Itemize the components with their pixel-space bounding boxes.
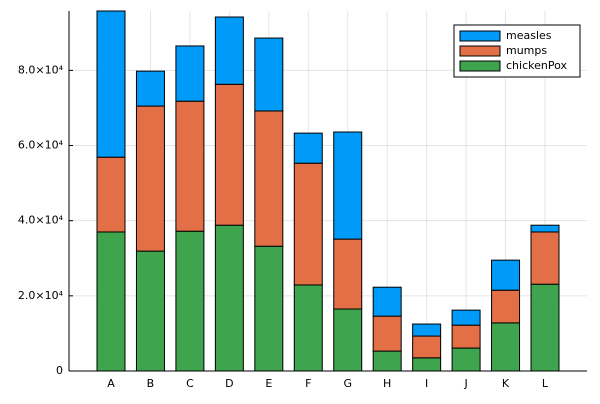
x-tick-label: F — [305, 377, 311, 390]
legend-swatch — [459, 30, 501, 42]
y-tick-label: 0 — [56, 364, 63, 377]
bar-segment — [530, 224, 560, 233]
legend-swatch — [459, 60, 501, 72]
bar-segment — [491, 322, 521, 372]
x-tick-label: L — [542, 377, 549, 390]
bar-segment — [254, 245, 284, 372]
x-tick-label: K — [502, 377, 510, 390]
bar-segment — [333, 238, 363, 310]
y-tick-label: 4.0×10⁴ — [18, 214, 64, 227]
bar-segment — [175, 100, 205, 232]
bar-segment — [96, 156, 126, 233]
bar-segment — [96, 10, 126, 158]
x-tick-label: A — [107, 377, 115, 390]
bar-segment — [135, 70, 165, 107]
bar-segment — [175, 230, 205, 372]
x-tick-label: D — [225, 377, 233, 390]
x-tick-label: B — [147, 377, 155, 390]
x-tick-label: E — [265, 377, 272, 390]
bar-segment — [372, 286, 402, 317]
bar-segment — [96, 231, 126, 372]
x-tick-label: H — [383, 377, 391, 390]
bar-segment — [214, 83, 244, 226]
bar-segment — [491, 289, 521, 324]
bar-segment — [333, 308, 363, 372]
legend-swatch — [459, 45, 501, 57]
y-tick-label: 2.0×10⁴ — [18, 289, 64, 302]
legend-label: chickenPox — [506, 59, 567, 72]
bar-segment — [135, 105, 165, 252]
y-tick-label: 8.0×10⁴ — [18, 63, 64, 76]
x-tick-label: G — [343, 377, 352, 390]
bar-segment — [293, 162, 323, 286]
x-tick-label: I — [425, 377, 428, 390]
x-tick-label: J — [463, 377, 467, 390]
bar-segment — [412, 335, 442, 359]
bar-segment — [175, 45, 205, 102]
bar-segment — [214, 224, 244, 372]
legend-label: measles — [506, 29, 552, 42]
bar-segment — [530, 283, 560, 372]
bar-segment — [333, 131, 363, 240]
bar-segment — [293, 132, 323, 164]
x-tick-label: C — [186, 377, 194, 390]
bar-segment — [372, 350, 402, 372]
bar-segment — [372, 315, 402, 352]
bar-segment — [530, 231, 560, 285]
bar-segment — [214, 16, 244, 85]
bar-segment — [293, 284, 323, 372]
bar-segment — [412, 323, 442, 337]
bar-segment — [451, 309, 481, 326]
bar-segment — [451, 324, 481, 349]
bar-segment — [254, 37, 284, 112]
legend-label: mumps — [506, 44, 547, 57]
bar-segment — [254, 110, 284, 247]
bar-segment — [135, 250, 165, 372]
y-tick-label: 6.0×10⁴ — [18, 139, 64, 152]
bar-segment — [412, 357, 442, 372]
bar-segment — [491, 259, 521, 291]
bar-segment — [451, 347, 481, 372]
